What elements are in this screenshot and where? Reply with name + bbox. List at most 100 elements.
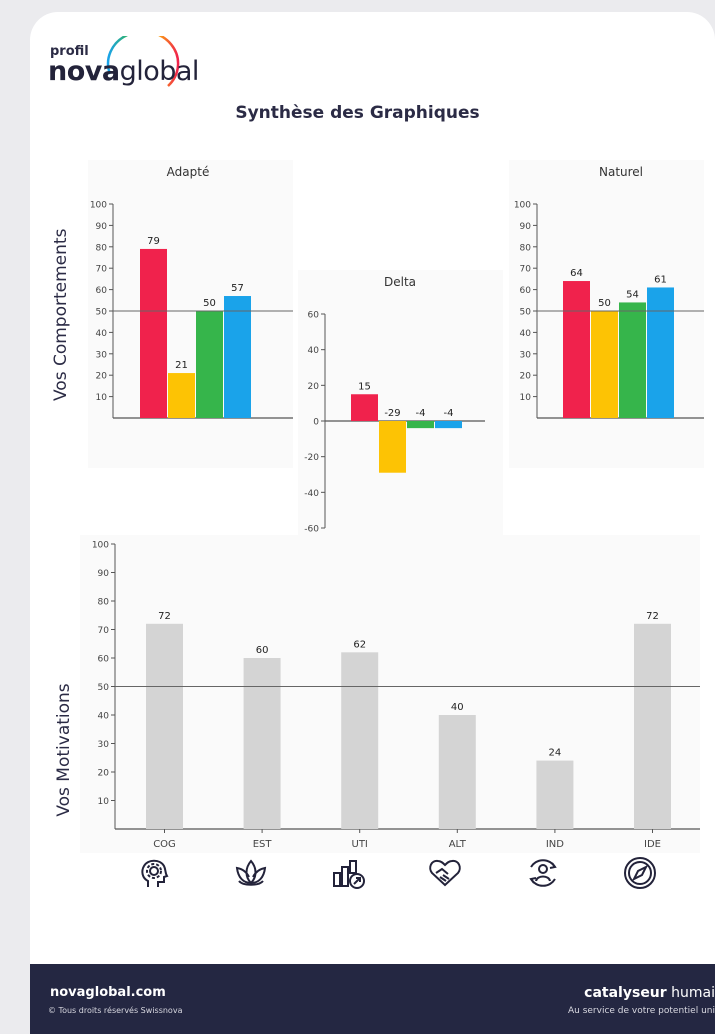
data-label: 64: [570, 268, 583, 279]
chart-title: Naturel: [599, 165, 643, 179]
data-label: 57: [231, 283, 244, 294]
y-axis-label-motivations: Vos Motivations: [54, 683, 74, 817]
chart-motivations: 10 20 30 40 50 60 70 80 90 100 72 COG 60 EST 62 UTI 40 AL…: [80, 535, 700, 853]
data-label: 40: [451, 702, 464, 713]
footer-tagline: catalyseur humai: [584, 985, 715, 1001]
y-tick-label: 10: [96, 393, 108, 403]
bar: [619, 302, 646, 418]
data-label: -4: [444, 408, 454, 419]
footer: novaglobal.com © Tous droits réservés Sw…: [30, 964, 715, 1034]
lotus-icon: [235, 859, 267, 886]
bar: [168, 373, 195, 418]
data-label: 62: [353, 639, 366, 650]
data-label: -4: [416, 408, 426, 419]
y-tick-label: 30: [98, 740, 110, 750]
y-tick-label: 80: [520, 243, 532, 253]
chart-title: Delta: [384, 275, 416, 289]
y-tick-label: 40: [98, 712, 110, 722]
data-label: 72: [646, 611, 659, 622]
head-gear-icon: [141, 859, 169, 887]
bar: [563, 281, 590, 418]
bar: [634, 623, 671, 829]
data-label: 60: [256, 645, 269, 656]
y-tick-label: -40: [304, 489, 319, 499]
y-tick-label: 70: [520, 265, 532, 275]
y-tick-label: 20: [98, 769, 110, 779]
data-label: -29: [384, 408, 400, 419]
y-tick-label: 20: [308, 382, 320, 392]
y-tick-label: 50: [98, 683, 110, 693]
novaglobal-logo: profil novaglobal: [48, 36, 238, 96]
bar: [536, 760, 574, 829]
y-tick-label: 40: [308, 346, 320, 356]
y-tick-label: 30: [520, 350, 532, 360]
bar: [341, 652, 379, 829]
bar: [243, 658, 281, 829]
y-tick-label: 20: [96, 372, 108, 382]
y-tick-label: 90: [520, 222, 532, 232]
y-tick-label: 40: [520, 329, 532, 339]
person-cycle-icon: [529, 859, 557, 887]
y-tick-label: 40: [96, 329, 108, 339]
y-tick-label: 60: [308, 311, 320, 321]
data-label: 15: [358, 381, 371, 392]
footer-site-link[interactable]: novaglobal.com: [50, 985, 166, 1000]
bar: [351, 394, 378, 421]
compass-icon: [624, 857, 656, 889]
data-label: 50: [598, 298, 611, 309]
data-label: 50: [203, 298, 216, 309]
handshake-heart-icon: [429, 859, 461, 887]
y-tick-label: 10: [520, 393, 532, 403]
y-tick-label: 70: [98, 626, 110, 636]
x-tick-label: IND: [546, 839, 564, 850]
y-tick-label: -60: [304, 525, 319, 535]
data-label: 54: [626, 289, 639, 300]
brand-small: profil: [50, 44, 89, 59]
x-tick-label: COG: [153, 839, 176, 850]
y-tick-label: 100: [90, 201, 107, 211]
brand-name: novaglobal: [48, 56, 199, 87]
y-tick-label: 80: [98, 598, 110, 608]
y-tick-label: 0: [313, 418, 319, 428]
page-title: Synthèse des Graphiques: [235, 103, 480, 123]
y-tick-label: 30: [96, 350, 108, 360]
chart-title: Adapté: [167, 165, 210, 179]
y-tick-label: 60: [98, 655, 110, 665]
data-label: 24: [549, 748, 562, 759]
growth-chart-icon: [333, 860, 365, 889]
bar: [591, 311, 618, 418]
y-tick-label: 70: [96, 265, 108, 275]
y-tick-label: -20: [304, 453, 319, 463]
y-tick-label: 60: [520, 286, 532, 296]
y-tick-label: 10: [98, 797, 110, 807]
y-tick-label: 100: [92, 541, 109, 551]
data-label: 79: [147, 236, 160, 247]
y-axis-label-behaviours: Vos Comportements: [51, 228, 71, 401]
logo-arc-icon: [106, 36, 180, 87]
bar: [379, 421, 406, 473]
y-tick-label: 80: [96, 243, 108, 253]
chart-naturel: Naturel 10 20 30 40 50 60 70 80 90 100 64 50 54 61: [509, 160, 704, 468]
y-tick-label: 60: [96, 286, 108, 296]
data-label: 21: [175, 360, 188, 371]
bar: [196, 311, 223, 418]
footer-copyright: © Tous droits réservés Swissnova: [48, 1006, 183, 1015]
bar: [647, 287, 674, 418]
y-tick-label: 100: [514, 201, 531, 211]
y-tick-label: 90: [96, 222, 108, 232]
x-tick-label: ALT: [449, 839, 467, 850]
x-tick-label: UTI: [352, 839, 368, 850]
bar: [146, 623, 183, 829]
y-tick-label: 50: [520, 308, 532, 318]
bar: [435, 421, 462, 429]
y-tick-label: 50: [96, 308, 108, 318]
bar: [140, 248, 167, 418]
bar: [407, 421, 434, 429]
data-label: 72: [158, 611, 171, 622]
x-tick-label: IDE: [644, 839, 661, 850]
bar: [224, 296, 251, 418]
footer-subtitle: Au service de votre potentiel uni: [567, 1006, 715, 1016]
chart-adapte: Adapté 10 20 30 40 50 60 70 80 90 100 79 21 50 57: [88, 160, 293, 468]
y-tick-label: 20: [520, 372, 532, 382]
data-label: 61: [654, 274, 667, 285]
